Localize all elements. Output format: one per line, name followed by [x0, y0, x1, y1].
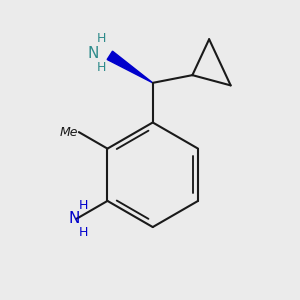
Text: Me: Me: [60, 126, 78, 139]
Text: H: H: [78, 199, 88, 212]
Text: N: N: [69, 211, 80, 226]
Polygon shape: [107, 51, 153, 83]
Text: H: H: [96, 61, 106, 74]
Text: H: H: [96, 32, 106, 45]
Text: N: N: [88, 46, 99, 61]
Text: H: H: [78, 226, 88, 239]
